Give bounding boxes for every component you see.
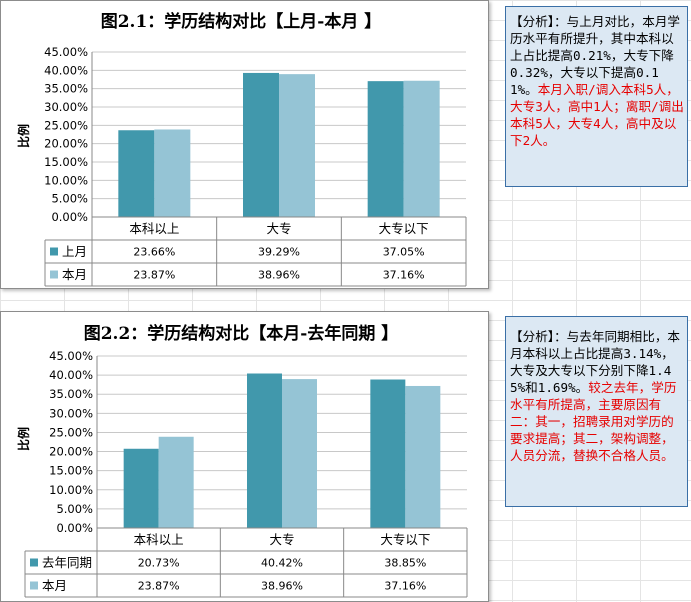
legend-label: 上月 xyxy=(62,244,87,259)
data-label: 23.87% xyxy=(138,580,180,593)
bar-series1 xyxy=(118,130,155,217)
y-axis-label: 比例 xyxy=(16,124,31,148)
data-label: 23.66% xyxy=(133,246,175,259)
y-tick-label: 30.00% xyxy=(44,100,88,114)
legend-key xyxy=(30,558,38,567)
y-tick-label: 0.00% xyxy=(56,521,93,535)
chart-panel-1[interactable]: 图2.1：学历结构对比【上月-本月 】比例 0.00% 5.00% 10.00% 15.… xyxy=(0,0,489,289)
y-tick-label: 35.00% xyxy=(49,387,93,401)
y-tick-label: 5.00% xyxy=(56,502,93,516)
analysis-note-2-highlight: 较之去年，学历水平有所提高，主要原因有二：其一，招聘录用对学历的要求提高；其二，… xyxy=(510,380,677,463)
y-tick-label: 45.00% xyxy=(44,45,88,59)
data-label: 38.85% xyxy=(384,557,426,570)
x-category-label: 大专以下 xyxy=(380,532,430,547)
bar-series2 xyxy=(405,385,441,528)
bar-series1 xyxy=(247,373,282,528)
bar-series1 xyxy=(123,448,159,528)
bar-series2 xyxy=(282,379,317,528)
y-tick-label: 15.00% xyxy=(49,464,93,478)
bar-series2 xyxy=(403,80,440,217)
analysis-note-1-highlight: 本月入职/调入本科5人，大专3人，高中1人；离职/调出本科5人，大专4人，高中及… xyxy=(510,82,684,148)
analysis-note-2-text: 【分析】：与去年同期相比，本月本科以上占比提高3.14%，大专及大专以下分别下降… xyxy=(510,329,681,395)
data-label: 23.87% xyxy=(133,269,175,282)
y-tick-label: 20.00% xyxy=(44,137,88,151)
bar-series2 xyxy=(154,129,191,217)
legend-key xyxy=(50,270,58,279)
bar-series1 xyxy=(370,379,406,528)
data-label: 37.05% xyxy=(383,246,425,259)
y-tick-label: 10.00% xyxy=(49,483,93,497)
data-label: 38.96% xyxy=(258,269,300,282)
x-category-label: 大专 xyxy=(266,221,291,236)
legend-key xyxy=(50,247,58,256)
y-tick-label: 30.00% xyxy=(49,406,93,420)
chart-2-1: 图2.1：学历结构对比【上月-本月 】比例 0.00% 5.00% 10.00% 15.… xyxy=(16,11,467,287)
bar-series1 xyxy=(243,72,279,217)
data-label: 39.29% xyxy=(258,246,300,259)
y-tick-label: 25.00% xyxy=(49,425,93,439)
y-tick-label: 15.00% xyxy=(44,155,88,169)
y-tick-label: 45.00% xyxy=(49,349,93,363)
data-label: 38.96% xyxy=(261,580,303,593)
y-tick-label: 25.00% xyxy=(44,118,88,132)
bar-series1 xyxy=(367,81,404,218)
legend-key xyxy=(30,581,38,590)
x-category-label: 本科以上 xyxy=(134,532,184,547)
y-tick-label: 10.00% xyxy=(44,173,88,187)
analysis-note-1-text: 【分析】：与上月对比，本月学历水平有所提升，其中本科以上占比提高0.21%，大专… xyxy=(510,14,681,97)
chart-panel-2[interactable]: 图2.2：学历结构对比【本月-去年同期 】比例 0.00% 5.00% 10.00% 1… xyxy=(0,311,489,602)
y-tick-label: 40.00% xyxy=(44,63,88,77)
x-category-label: 大专以下 xyxy=(379,221,429,236)
chart-2-2: 图2.2：学历结构对比【本月-去年同期 】比例 0.00% 5.00% 10.00% 1… xyxy=(16,323,468,598)
legend-label: 本月 xyxy=(62,267,87,282)
chart-title: 图2.2：学历结构对比【本月-去年同期 】 xyxy=(84,323,399,344)
y-tick-label: 5.00% xyxy=(51,192,88,206)
analysis-note-2[interactable]: 【分析】：与去年同期相比，本月本科以上占比提高3.14%，大专及大专以下分别下降… xyxy=(505,316,688,507)
y-tick-label: 20.00% xyxy=(49,445,93,459)
bar-series2 xyxy=(279,74,315,217)
legend-label: 本月 xyxy=(42,578,67,593)
bar-series2 xyxy=(158,436,194,528)
y-tick-label: 40.00% xyxy=(49,368,93,382)
analysis-note-1[interactable]: 【分析】：与上月对比，本月学历水平有所提升，其中本科以上占比提高0.21%，大专… xyxy=(505,6,688,187)
chart-title: 图2.1：学历结构对比【上月-本月 】 xyxy=(101,11,382,32)
x-category-label: 本科以上 xyxy=(129,221,179,236)
data-label: 37.16% xyxy=(383,269,425,282)
data-label: 20.73% xyxy=(138,557,180,570)
data-label: 37.16% xyxy=(384,580,426,593)
x-category-label: 大专 xyxy=(269,532,294,547)
data-label: 40.42% xyxy=(261,557,303,570)
y-tick-label: 0.00% xyxy=(51,210,88,224)
legend-label: 去年同期 xyxy=(42,555,92,570)
y-tick-label: 35.00% xyxy=(44,82,88,96)
y-axis-label: 比例 xyxy=(16,427,31,451)
